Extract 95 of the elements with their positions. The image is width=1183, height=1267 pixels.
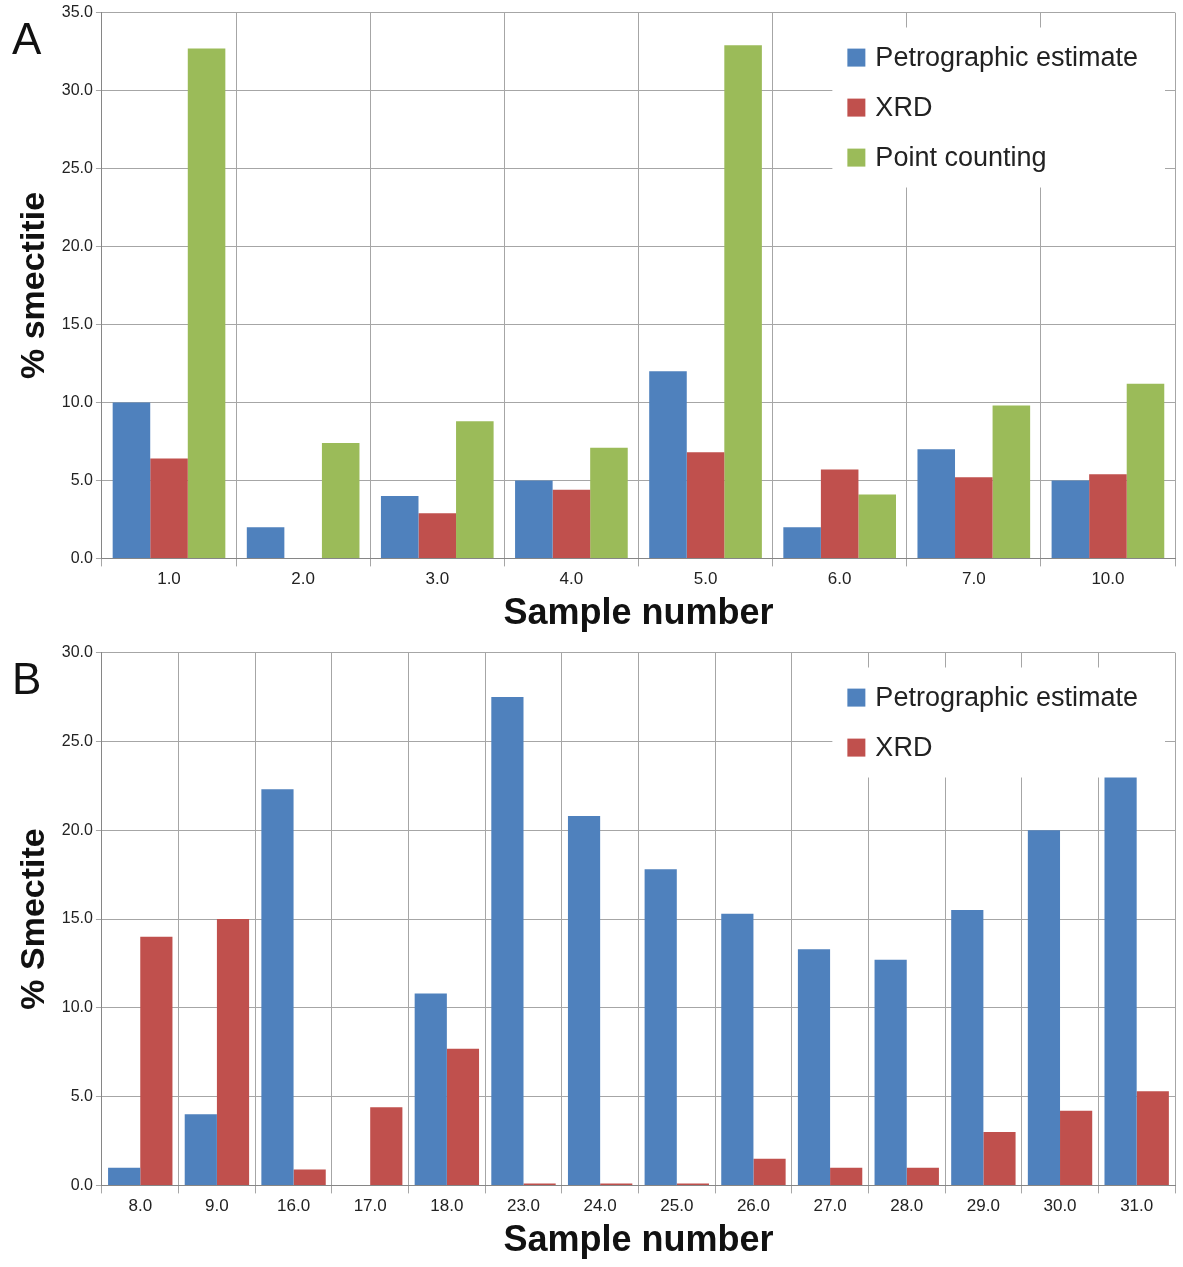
legend-label: Point counting bbox=[875, 142, 1047, 173]
bar bbox=[1136, 1091, 1169, 1185]
bar bbox=[321, 443, 360, 558]
bar bbox=[724, 45, 762, 558]
bar bbox=[552, 489, 591, 558]
x-tick-label: 2.0 bbox=[291, 569, 315, 589]
bar bbox=[567, 815, 601, 1185]
bar bbox=[590, 447, 628, 558]
bar bbox=[491, 697, 524, 1185]
bar bbox=[261, 789, 294, 1185]
x-tick-label: 28.0 bbox=[890, 1196, 924, 1216]
bar bbox=[951, 910, 984, 1185]
bar bbox=[955, 477, 993, 558]
y-tick-label: 20.0 bbox=[61, 820, 94, 838]
bar bbox=[721, 913, 754, 1185]
x-tick-label: 27.0 bbox=[813, 1196, 847, 1216]
bar bbox=[187, 48, 226, 558]
bar bbox=[216, 919, 250, 1185]
bar bbox=[1027, 830, 1061, 1185]
legend-label: XRD bbox=[875, 732, 933, 763]
y-tick-label: 5.0 bbox=[70, 1087, 94, 1105]
y-tick-label: 0.0 bbox=[70, 548, 94, 566]
y-tick-label: 30.0 bbox=[61, 643, 94, 661]
y-tick-label: 10.0 bbox=[61, 998, 94, 1016]
bar bbox=[820, 469, 859, 558]
y-tick-label: 20.0 bbox=[61, 236, 94, 254]
bar bbox=[515, 480, 553, 558]
bar bbox=[1089, 474, 1127, 558]
x-tick-label: 31.0 bbox=[1120, 1196, 1154, 1216]
bar bbox=[370, 1107, 403, 1185]
x-tick-label: 29.0 bbox=[966, 1196, 1000, 1216]
y-axis-title: % smectitie bbox=[12, 191, 51, 380]
x-tick-label: 1.0 bbox=[157, 569, 181, 589]
bar bbox=[874, 959, 907, 1185]
bar bbox=[380, 496, 419, 558]
x-axis-title: Sample number bbox=[503, 1218, 774, 1260]
bar bbox=[753, 1158, 786, 1185]
y-tick-label: 15.0 bbox=[61, 909, 94, 927]
x-tick-label: 10.0 bbox=[1091, 569, 1125, 589]
bar bbox=[783, 527, 821, 558]
x-tick-label: 24.0 bbox=[583, 1196, 617, 1216]
bar bbox=[644, 869, 677, 1185]
x-tick-label: 25.0 bbox=[660, 1196, 694, 1216]
bar bbox=[108, 1167, 141, 1185]
y-tick-label: 25.0 bbox=[61, 731, 94, 749]
bar bbox=[983, 1132, 1016, 1185]
bar bbox=[917, 449, 956, 558]
bar bbox=[830, 1167, 863, 1185]
text: B bbox=[12, 654, 42, 704]
y-tick-label: 10.0 bbox=[61, 392, 94, 410]
x-tick-label: 6.0 bbox=[827, 569, 852, 589]
x-tick-label: 16.0 bbox=[277, 1196, 311, 1216]
bar bbox=[150, 458, 188, 558]
x-tick-label: 18.0 bbox=[430, 1196, 464, 1216]
bar bbox=[446, 1048, 480, 1185]
legend-label: Petrographic estimate bbox=[875, 682, 1139, 713]
bar bbox=[414, 993, 447, 1185]
x-tick-label: 23.0 bbox=[506, 1196, 541, 1216]
bar bbox=[1104, 776, 1137, 1185]
legend-label: XRD bbox=[875, 92, 933, 123]
bar bbox=[293, 1169, 326, 1185]
bar bbox=[456, 421, 494, 558]
bar bbox=[184, 1114, 217, 1185]
x-tick-label: 7.0 bbox=[961, 569, 986, 589]
bar bbox=[246, 527, 285, 558]
x-tick-label: 17.0 bbox=[353, 1196, 387, 1216]
y-tick-label: 35.0 bbox=[61, 3, 94, 21]
x-tick-label: 8.0 bbox=[128, 1196, 153, 1216]
x-tick-label: 26.0 bbox=[736, 1196, 770, 1216]
x-tick-label: 30.0 bbox=[1043, 1196, 1077, 1216]
x-tick-label: 9.0 bbox=[205, 1196, 229, 1216]
bar bbox=[906, 1167, 939, 1185]
legend-label: Petrographic estimate bbox=[875, 42, 1139, 73]
y-tick-label: 30.0 bbox=[61, 80, 94, 98]
y-axis-title: % Smectite bbox=[12, 828, 51, 1010]
bar bbox=[112, 402, 151, 558]
bar bbox=[649, 371, 687, 558]
bar bbox=[1060, 1110, 1093, 1185]
x-tick-label: 5.0 bbox=[693, 569, 718, 589]
y-tick-label: 5.0 bbox=[70, 470, 94, 488]
x-axis-title: Sample number bbox=[503, 591, 774, 633]
x-tick-label: 4.0 bbox=[559, 569, 584, 589]
bar bbox=[418, 513, 457, 558]
y-tick-label: 0.0 bbox=[70, 1175, 94, 1193]
text: A bbox=[12, 14, 42, 64]
bar bbox=[686, 452, 725, 558]
bar bbox=[992, 405, 1031, 558]
y-tick-label: 15.0 bbox=[61, 314, 94, 332]
bar bbox=[1126, 383, 1165, 558]
y-tick-label: 25.0 bbox=[61, 158, 94, 176]
bar bbox=[858, 494, 897, 558]
bar bbox=[140, 936, 173, 1185]
x-tick-label: 3.0 bbox=[425, 569, 450, 589]
bar bbox=[1051, 480, 1090, 558]
bar bbox=[797, 949, 831, 1185]
